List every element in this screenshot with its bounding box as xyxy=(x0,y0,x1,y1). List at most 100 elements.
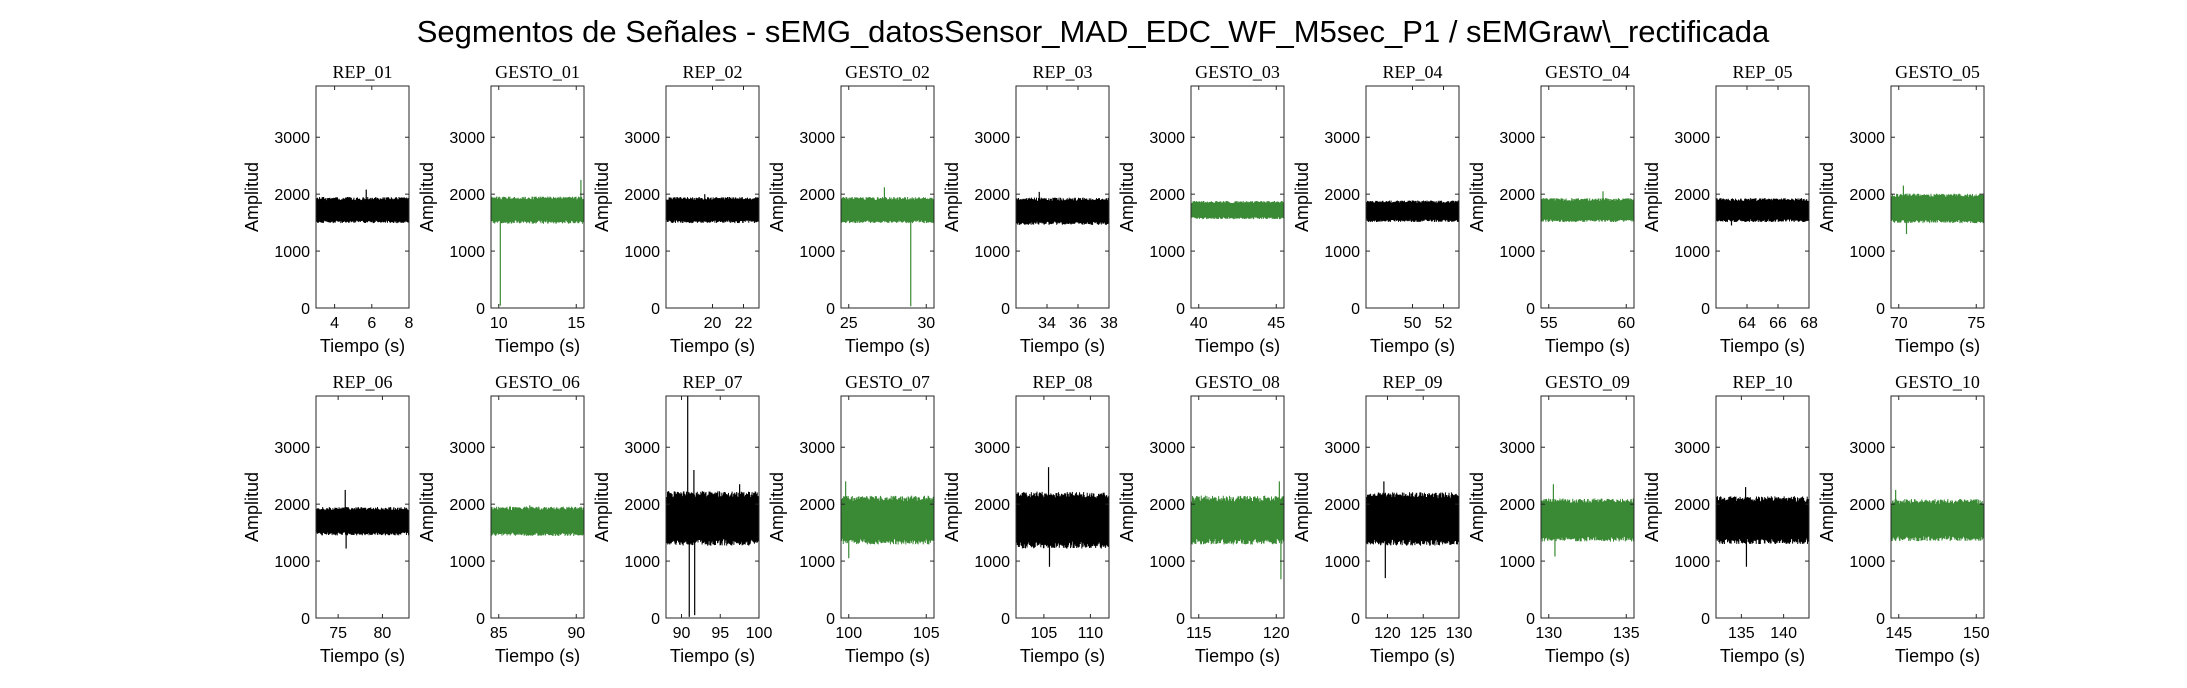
y-tick-label: 3000 xyxy=(624,440,660,457)
y-tick-label: 1000 xyxy=(1674,554,1710,571)
x-axis-label: Tiempo (s) xyxy=(1020,646,1105,666)
y-tick-label: 2000 xyxy=(1849,497,1885,514)
y-tick-label: 0 xyxy=(1001,611,1010,628)
y-axis-label: Amplitud xyxy=(1117,162,1137,232)
x-tick-label: 135 xyxy=(1728,625,1755,642)
subplot-title: GESTO_04 xyxy=(1545,62,1630,82)
subplot-title: REP_02 xyxy=(682,62,742,82)
x-axis-label: Tiempo (s) xyxy=(1020,336,1105,356)
y-tick-label: 2000 xyxy=(974,497,1010,514)
y-axis-label: Amplitud xyxy=(242,472,262,542)
signal-trace xyxy=(316,507,409,536)
y-tick-label: 1000 xyxy=(799,244,835,261)
y-axis-label: Amplitud xyxy=(1292,472,1312,542)
y-axis-label: Amplitud xyxy=(592,472,612,542)
y-tick-label: 2000 xyxy=(1499,497,1535,514)
y-tick-label: 1000 xyxy=(624,244,660,261)
signal-trace xyxy=(491,506,584,537)
x-tick-label: 38 xyxy=(1100,315,1118,332)
axes-box xyxy=(1540,395,1635,619)
y-tick-label: 3000 xyxy=(274,130,310,147)
y-axis-label: Amplitud xyxy=(1292,162,1312,232)
y-tick-label: 1000 xyxy=(1849,554,1885,571)
x-tick-label: 120 xyxy=(1374,625,1401,642)
axes-box xyxy=(665,395,760,619)
y-tick-label: 0 xyxy=(1176,301,1185,318)
y-tick-label: 1000 xyxy=(1499,554,1535,571)
signal-trace xyxy=(841,197,934,224)
axes-box xyxy=(315,85,410,309)
y-tick-label: 1000 xyxy=(1149,244,1185,261)
signal-trace xyxy=(666,196,759,224)
subplot-title: REP_07 xyxy=(682,372,742,392)
x-tick-label: 105 xyxy=(913,625,940,642)
x-tick-label: 70 xyxy=(1890,315,1908,332)
subplot-title: GESTO_01 xyxy=(495,62,580,82)
axes-box xyxy=(1715,85,1810,309)
y-axis-label: Amplitud xyxy=(1642,472,1662,542)
x-axis-label: Tiempo (s) xyxy=(845,336,930,356)
y-tick-label: 2000 xyxy=(1149,497,1185,514)
y-axis-label: Amplitud xyxy=(242,162,262,232)
x-tick-label: 135 xyxy=(1613,625,1640,642)
y-tick-label: 1000 xyxy=(799,554,835,571)
subplot-rep-09: REP_09 0 1000 2000 3000 120 125 130 Tiempo (s) Am… xyxy=(1292,372,1472,666)
x-tick-label: 105 xyxy=(1031,625,1058,642)
y-tick-label: 2000 xyxy=(624,187,660,204)
subplot-gesto-04: GESTO_04 0 1000 2000 3000 55 60 Tiempo (s) Ampli… xyxy=(1467,62,1635,356)
subplot-title: REP_05 xyxy=(1732,62,1792,82)
subplot-title: GESTO_03 xyxy=(1195,62,1280,82)
x-axis-label: Tiempo (s) xyxy=(320,646,405,666)
y-tick-label: 3000 xyxy=(1149,130,1185,147)
axes-box xyxy=(1540,85,1635,309)
subplot-title: REP_06 xyxy=(332,372,392,392)
y-tick-label: 0 xyxy=(476,301,485,318)
subplot-title: GESTO_05 xyxy=(1895,62,1980,82)
signal-trace xyxy=(666,491,759,546)
y-tick-label: 0 xyxy=(1876,611,1885,628)
subplot-gesto-10: GESTO_10 0 1000 2000 3000 145 150 Tiempo (s) Amp… xyxy=(1817,372,1990,666)
y-tick-label: 3000 xyxy=(1324,130,1360,147)
y-tick-label: 3000 xyxy=(449,130,485,147)
signal-trace xyxy=(841,495,934,545)
x-tick-label: 8 xyxy=(405,315,414,332)
y-tick-label: 3000 xyxy=(1324,440,1360,457)
y-tick-label: 1000 xyxy=(974,244,1010,261)
subplot-gesto-05: GESTO_05 0 1000 2000 3000 70 75 Tiempo (s) Ampli… xyxy=(1817,62,1985,356)
x-axis-label: Tiempo (s) xyxy=(670,646,755,666)
y-axis-label: Amplitud xyxy=(1642,162,1662,232)
y-tick-label: 3000 xyxy=(1499,130,1535,147)
y-tick-label: 3000 xyxy=(1849,130,1885,147)
x-axis-label: Tiempo (s) xyxy=(670,336,755,356)
y-tick-label: 3000 xyxy=(799,440,835,457)
axes-box xyxy=(490,395,585,619)
subplot-gesto-09: GESTO_09 0 1000 2000 3000 130 135 Tiempo (s) Amp… xyxy=(1467,372,1640,666)
y-tick-label: 2000 xyxy=(1324,187,1360,204)
subplot-gesto-07: GESTO_07 0 1000 2000 3000 100 105 Tiempo (s) Amp… xyxy=(767,372,940,666)
y-tick-label: 0 xyxy=(476,611,485,628)
y-tick-label: 1000 xyxy=(974,554,1010,571)
subplot-gesto-08: GESTO_08 0 1000 2000 3000 115 120 Tiempo (s) Amp… xyxy=(1117,372,1290,666)
y-tick-label: 1000 xyxy=(624,554,660,571)
axes-box xyxy=(1890,85,1985,309)
y-axis-label: Amplitud xyxy=(1467,472,1487,542)
y-tick-label: 0 xyxy=(1701,611,1710,628)
y-tick-label: 1000 xyxy=(274,244,310,261)
axes-box xyxy=(1015,85,1110,309)
y-axis-label: Amplitud xyxy=(417,472,437,542)
y-axis-label: Amplitud xyxy=(592,162,612,232)
y-tick-label: 2000 xyxy=(1149,187,1185,204)
x-axis-label: Tiempo (s) xyxy=(320,336,405,356)
y-tick-label: 1000 xyxy=(274,554,310,571)
y-tick-label: 2000 xyxy=(799,187,835,204)
signal-trace xyxy=(1366,200,1459,223)
x-tick-label: 90 xyxy=(567,625,585,642)
x-axis-label: Tiempo (s) xyxy=(1895,646,1980,666)
x-tick-label: 60 xyxy=(1617,315,1635,332)
y-axis-label: Amplitud xyxy=(1817,162,1837,232)
axes-box xyxy=(315,395,410,619)
y-axis-label: Amplitud xyxy=(767,472,787,542)
y-tick-label: 2000 xyxy=(799,497,835,514)
x-tick-label: 130 xyxy=(1446,625,1473,642)
